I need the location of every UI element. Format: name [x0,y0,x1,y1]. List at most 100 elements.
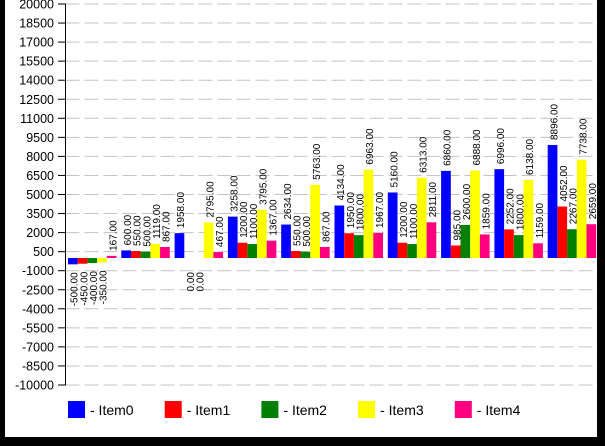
bar-Item0 [387,192,398,258]
legend-label: - Item3 [380,402,424,418]
bar-value-label: 1100.00 [409,203,420,239]
bar-Item1 [131,251,141,258]
bar-value-label: 2252.00 [506,188,517,225]
bar-value-label: 500.00 [142,216,153,247]
bar-value-label: 550.00 [133,215,144,246]
bar-Item2 [407,244,417,258]
bar-Item4 [106,255,117,258]
y-axis-tick-label: 20000 [19,0,54,12]
y-axis-tick-label: 5000 [26,188,54,202]
bar-value-label: 550.00 [293,215,304,246]
bar-value-label: 0.00 [196,272,207,292]
legend-swatch [164,401,182,418]
legend-label: - Item0 [90,402,134,418]
bar-value-label: 1200.00 [239,201,250,238]
bar-Item2 [567,229,577,258]
bar-value-label: 167.00 [108,220,119,251]
bar-Item0 [547,145,558,258]
bar-Item0 [121,250,131,258]
window-border-right [597,0,605,446]
bar-Item0 [494,169,505,258]
bar-Item3 [203,222,214,258]
bar-value-label: 6860.00 [443,129,454,166]
bar-Item3 [576,159,587,258]
y-axis-tick-label: -10000 [15,379,54,393]
bar-Item2 [87,258,98,264]
y-axis-tick-label: 11000 [20,112,54,126]
y-axis-tick-label: -5500 [22,321,54,335]
bar-Item4 [479,234,490,258]
legend-item: - Item4 [454,401,521,418]
bar-Item1 [237,242,248,258]
legend-item: - Item2 [261,401,327,418]
bar-value-label: 1950.00 [346,192,357,229]
legend-label: - Item4 [477,402,521,418]
bar-Item4 [213,252,224,258]
bar-value-label: 500.00 [302,216,313,247]
bar-Item1 [504,229,514,258]
y-axis-tick-label: 9500 [26,131,54,145]
bar-Item1 [77,258,88,264]
y-axis-tick-label: 12500 [19,93,54,107]
bar-Item1 [344,233,354,258]
legend-item: - Item1 [164,401,231,418]
bar-value-label: 0.00 [186,272,197,292]
bar-Item0 [174,233,185,258]
bar-value-label: 1958.00 [176,192,187,229]
bar-value-label: 6313.00 [419,136,430,173]
y-axis-tick-label: 15500 [19,55,54,69]
bar-value-label: 5160.00 [389,151,400,188]
bar-Item3 [310,184,320,258]
bar-Item3 [257,209,267,258]
bar-value-label: 8896.00 [549,103,560,140]
bar-Item0 [441,170,451,258]
bar-value-label: 1859.00 [482,193,493,230]
y-axis-tick-label: 2000 [26,226,54,240]
bar-value-label: 985.00 [452,209,463,240]
y-axis-tick-label: 8000 [26,150,54,164]
bar-Item1 [557,206,568,258]
y-axis-tick-label: -7000 [22,340,54,354]
bar-Item3 [97,258,107,263]
bar-value-label: -500.00 [70,272,81,306]
bar-value-label: 7738.00 [578,118,589,155]
legend-swatch [68,401,85,418]
bar-Item2 [513,235,524,258]
bar-value-label: 1800.00 [515,194,526,231]
bar-value-label: -450.00 [79,271,90,305]
y-axis-tick-label: 17000 [19,36,54,50]
bar-Item4 [266,240,277,258]
bar-value-label: 2659.00 [588,183,599,220]
bar-Item4 [160,246,170,258]
bar-Item3 [523,180,534,258]
y-axis-tick-label: -1000 [22,264,54,278]
bar-value-label: 6963.00 [365,128,376,165]
legend-label: - Item2 [283,402,327,418]
bar-Item1 [290,251,301,258]
bar-Item2 [353,235,364,258]
bar-value-label: 6996.00 [496,128,507,165]
bar-Item2 [140,251,151,258]
bar-value-label: 600.00 [123,214,134,245]
bar-Item4 [320,246,330,258]
bar-value-label: 867.00 [322,211,333,242]
bar-value-label: 2634.00 [283,183,294,220]
bar-value-label: 1159.00 [535,202,546,238]
bar-Item0 [68,258,78,265]
bar-value-label: 3258.00 [230,175,241,212]
legend-swatch [454,401,472,418]
bar-Item1 [450,245,461,258]
bar-value-label: 2795.00 [205,181,216,218]
bar-value-label: 2811.00 [428,181,439,217]
bar-Item2 [460,224,471,258]
bar-Item1 [397,242,408,258]
y-axis-tick-label: -2500 [22,283,54,297]
legend-label: - Item1 [187,402,231,418]
bar-value-label: -400.00 [89,271,100,305]
window-border-bottom [0,437,605,446]
y-axis-tick-label: -4000 [22,302,54,316]
y-axis-tick-label: 6500 [26,169,54,183]
window-border-left [0,0,5,446]
